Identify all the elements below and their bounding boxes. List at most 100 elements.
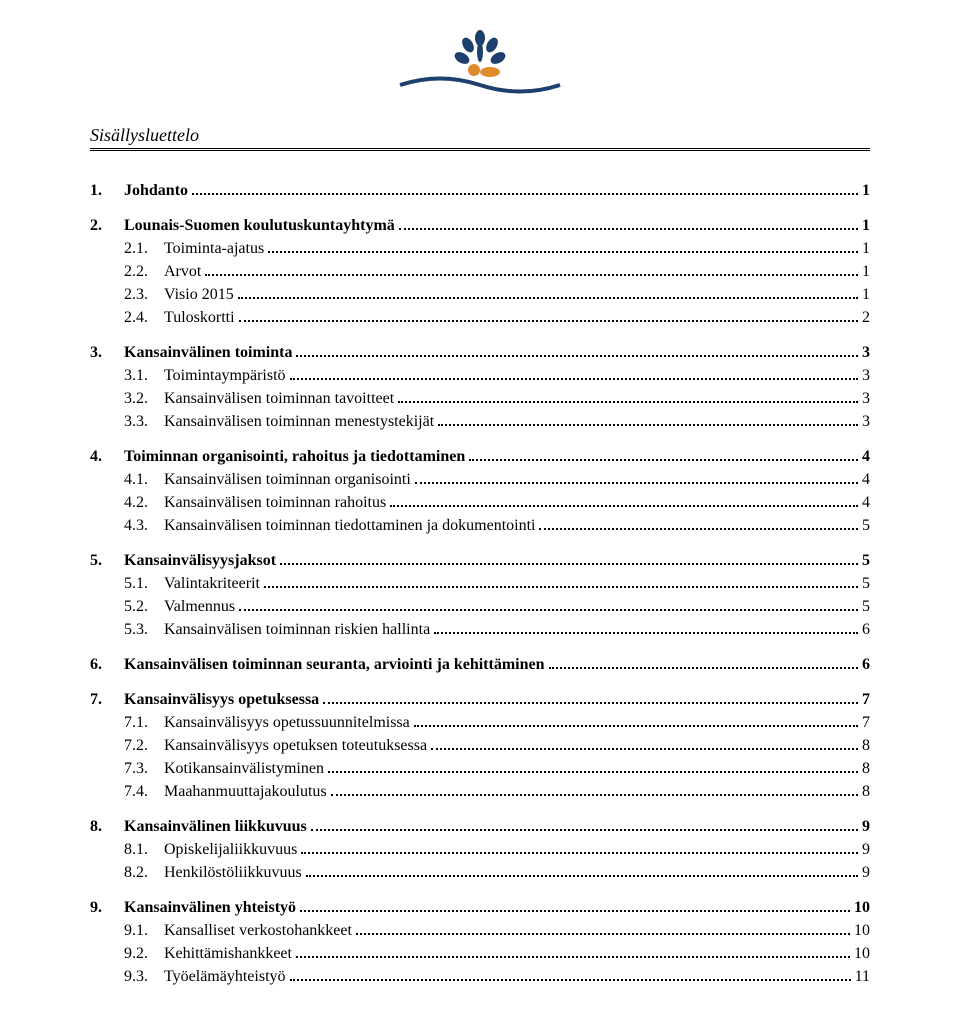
- toc-title: Kansainvälinen liikkuvuus: [124, 816, 307, 838]
- toc-leader-dots: [205, 260, 858, 276]
- toc-leader-dots: [296, 942, 850, 958]
- toc-page-number: 9: [862, 839, 870, 861]
- toc-number: 4.2.: [124, 492, 164, 514]
- toc-page-number: 5: [862, 596, 870, 618]
- toc-entry-level1: 5.Kansainvälisyysjaksot5: [90, 549, 870, 572]
- toc-page-number: 2: [862, 307, 870, 329]
- toc-title: Kansainvälisyys opetuksen toteutuksessa: [164, 735, 427, 757]
- toc-entry-level1: 8.Kansainvälinen liikkuvuus9: [90, 815, 870, 838]
- toc-entry-level2: 4.2.Kansainvälisen toiminnan rahoitus4: [90, 491, 870, 514]
- toc-number: 2.1.: [124, 238, 164, 260]
- toc-entry-level2: 9.2.Kehittämishankkeet10: [90, 942, 870, 965]
- toc-number: 8.1.: [124, 839, 164, 861]
- toc-number: 3.1.: [124, 365, 164, 387]
- table-of-contents: 1.Johdanto1 2.Lounais-Suomen koulutuskunt…: [90, 179, 870, 988]
- toc-entry-level2: 3.1.Toimintaympäristö3: [90, 364, 870, 387]
- toc-title: Toiminnan organisointi, rahoitus ja tied…: [124, 446, 465, 468]
- toc-page-number: 10: [854, 897, 870, 919]
- toc-number: 2.4.: [124, 307, 164, 329]
- toc-leader-dots: [301, 838, 858, 854]
- toc-number: 9.2.: [124, 943, 164, 965]
- toc-leader-dots: [539, 514, 858, 530]
- toc-entry-level1: 4.Toiminnan organisointi, rahoitus ja ti…: [90, 445, 870, 468]
- toc-leader-dots: [328, 757, 858, 773]
- toc-number: 9.1.: [124, 920, 164, 942]
- toc-number: 2.: [90, 215, 124, 237]
- toc-page-number: 1: [862, 284, 870, 306]
- toc-number: 4.1.: [124, 469, 164, 491]
- toc-number: 1.: [90, 180, 124, 202]
- toc-entry-level1: 7.Kansainvälisyys opetuksessa7: [90, 688, 870, 711]
- toc-entry-level2: 8.2.Henkilöstöliikkuvuus 9: [90, 861, 870, 884]
- toc-entry-level2: 5.2.Valmennus5: [90, 595, 870, 618]
- toc-leader-dots: [264, 572, 858, 588]
- toc-entry-level2: 2.1.Toiminta-ajatus1: [90, 237, 870, 260]
- toc-title: Kansainvälisen toiminnan organisointi: [164, 469, 411, 491]
- toc-entry-level1: 6.Kansainvälisen toiminnan seuranta, arv…: [90, 653, 870, 676]
- toc-title: Kansainvälisen toiminnan rahoitus: [164, 492, 386, 514]
- toc-leader-dots: [192, 179, 858, 195]
- toc-title: Maahanmuuttajakoulutus: [164, 781, 327, 803]
- toc-entry-level1: 2.Lounais-Suomen koulutuskuntayhtymä1: [90, 214, 870, 237]
- toc-page-number: 1: [862, 215, 870, 237]
- toc-entry-level1: 3.Kansainvälinen toiminta3: [90, 341, 870, 364]
- toc-number: 7.1.: [124, 712, 164, 734]
- toc-title: Toiminta-ajatus: [164, 238, 264, 260]
- page: Sisällysluettelo 1.Johdanto1 2.Lounais-Su…: [0, 0, 960, 988]
- toc-leader-dots: [469, 445, 858, 461]
- toc-page-number: 7: [862, 712, 870, 734]
- toc-entry-level2: 5.1.Valintakriteerit5: [90, 572, 870, 595]
- toc-number: 2.3.: [124, 284, 164, 306]
- toc-leader-dots: [438, 410, 858, 426]
- toc-number: 4.3.: [124, 515, 164, 537]
- toc-title: Kansainvälinen yhteistyö: [124, 897, 296, 919]
- toc-number: 5.2.: [124, 596, 164, 618]
- toc-number: 8.2.: [124, 862, 164, 884]
- toc-entry-level2: 2.4.Tuloskortti2: [90, 306, 870, 329]
- toc-number: 7.4.: [124, 781, 164, 803]
- toc-leader-dots: [239, 306, 858, 322]
- toc-leader-dots: [399, 214, 858, 230]
- toc-page-number: 1: [862, 261, 870, 283]
- toc-page-number: 4: [862, 469, 870, 491]
- toc-leader-dots: [296, 341, 858, 357]
- toc-title: Visio 2015: [164, 284, 234, 306]
- toc-title: Kansalliset verkostohankkeet: [164, 920, 352, 942]
- logo-svg: [390, 30, 570, 100]
- toc-entry-level2: 8.1.Opiskelijaliikkuvuus9: [90, 838, 870, 861]
- toc-leader-dots: [390, 491, 858, 507]
- toc-page-number: 3: [862, 342, 870, 364]
- toc-page-number: 8: [862, 781, 870, 803]
- toc-title: Kansainvälinen toiminta: [124, 342, 292, 364]
- toc-entry-level2: 2.2.Arvot1: [90, 260, 870, 283]
- toc-number: 5.1.: [124, 573, 164, 595]
- toc-page-number: 1: [862, 180, 870, 202]
- toc-leader-dots: [306, 861, 858, 877]
- toc-entry-level2: 7.3.Kotikansainvälistyminen8: [90, 757, 870, 780]
- page-title: Sisällysluettelo: [90, 125, 870, 146]
- toc-page-number: 5: [862, 550, 870, 572]
- toc-number: 2.2.: [124, 261, 164, 283]
- toc-page-number: 8: [862, 735, 870, 757]
- toc-title: Kansainvälisen toiminnan tavoitteet: [164, 388, 394, 410]
- toc-page-number: 9: [862, 862, 870, 884]
- toc-title: Työelämäyhteistyö: [164, 966, 286, 988]
- toc-title: Henkilöstöliikkuvuus: [164, 862, 302, 884]
- toc-leader-dots: [239, 595, 858, 611]
- toc-number: 5.: [90, 550, 124, 572]
- toc-page-number: 11: [855, 966, 870, 988]
- toc-entry-level1: 1.Johdanto1: [90, 179, 870, 202]
- toc-entry-level2: 5.3.Kansainvälisen toiminnan riskien hal…: [90, 618, 870, 641]
- toc-page-number: 5: [862, 573, 870, 595]
- header-logo: [90, 30, 870, 105]
- toc-title: Toimintaympäristö: [164, 365, 286, 387]
- toc-leader-dots: [549, 653, 859, 669]
- toc-number: 5.3.: [124, 619, 164, 641]
- toc-number: 7.: [90, 689, 124, 711]
- toc-title: Kansainvälisyys opetuksessa: [124, 689, 319, 711]
- toc-title: Kansainvälisen toiminnan riskien hallint…: [164, 619, 430, 641]
- toc-title: Kehittämishankkeet: [164, 943, 292, 965]
- toc-page-number: 9: [862, 816, 870, 838]
- toc-leader-dots: [300, 896, 850, 912]
- toc-number: 7.2.: [124, 735, 164, 757]
